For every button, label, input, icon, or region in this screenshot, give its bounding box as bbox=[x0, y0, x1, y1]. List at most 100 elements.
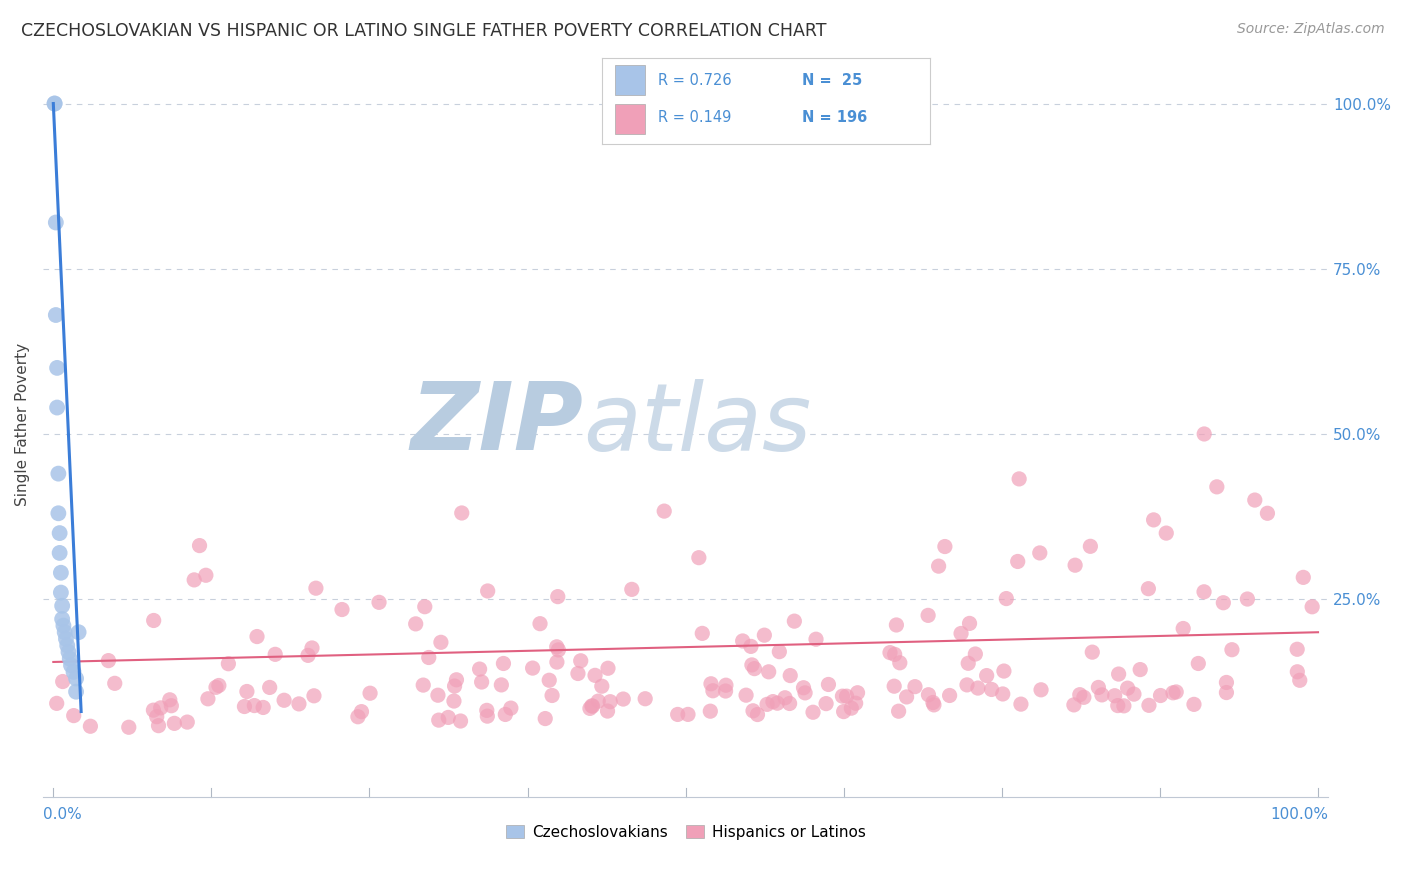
Point bbox=[59, 651, 82, 665]
Point bbox=[1010, 697, 1032, 711]
Point bbox=[67, 625, 90, 640]
Point bbox=[1192, 427, 1215, 442]
Point bbox=[896, 690, 918, 704]
Point bbox=[48, 506, 70, 520]
Point bbox=[45, 308, 67, 322]
Point bbox=[477, 584, 499, 599]
Point bbox=[443, 679, 465, 693]
Point bbox=[446, 673, 468, 687]
Point bbox=[1236, 592, 1258, 607]
Point bbox=[957, 657, 980, 671]
Point bbox=[1069, 688, 1091, 702]
Point bbox=[62, 665, 84, 679]
Point bbox=[48, 546, 70, 560]
Point bbox=[301, 640, 323, 655]
Point bbox=[950, 626, 973, 640]
Point bbox=[1091, 688, 1114, 702]
Point bbox=[183, 573, 205, 587]
Point bbox=[51, 599, 73, 613]
Point bbox=[1137, 582, 1160, 596]
Point bbox=[45, 697, 67, 711]
Point bbox=[1286, 642, 1309, 657]
Point bbox=[288, 697, 311, 711]
Point bbox=[839, 701, 862, 715]
Point bbox=[56, 639, 79, 653]
Point bbox=[48, 526, 70, 541]
Point bbox=[904, 680, 927, 694]
Point bbox=[1081, 645, 1104, 659]
Point bbox=[666, 707, 689, 722]
Point bbox=[205, 681, 228, 695]
Point bbox=[714, 684, 737, 698]
Point bbox=[1220, 642, 1243, 657]
Point bbox=[762, 695, 785, 709]
Point bbox=[233, 699, 256, 714]
Point bbox=[845, 696, 868, 710]
Point bbox=[758, 665, 780, 679]
Point bbox=[700, 677, 723, 691]
Point bbox=[599, 695, 621, 709]
Point bbox=[148, 719, 170, 733]
Point bbox=[53, 625, 76, 640]
Text: atlas: atlas bbox=[583, 378, 811, 469]
Point bbox=[1108, 667, 1130, 681]
Point bbox=[959, 616, 981, 631]
Point bbox=[567, 666, 589, 681]
Point bbox=[731, 634, 754, 648]
Point bbox=[1137, 698, 1160, 713]
Point bbox=[427, 713, 450, 727]
Text: 100.0%: 100.0% bbox=[1270, 807, 1329, 822]
Point bbox=[779, 697, 801, 711]
Point bbox=[1192, 584, 1215, 599]
Point bbox=[1112, 698, 1135, 713]
Point bbox=[160, 698, 183, 713]
Point bbox=[252, 700, 274, 714]
Point bbox=[1154, 526, 1177, 541]
Point bbox=[1166, 685, 1188, 699]
Point bbox=[742, 704, 765, 718]
Point bbox=[197, 691, 219, 706]
Point bbox=[1104, 689, 1126, 703]
Point bbox=[883, 648, 905, 662]
Point bbox=[55, 632, 77, 646]
Point bbox=[1129, 663, 1152, 677]
Point bbox=[243, 698, 266, 713]
Point bbox=[499, 701, 522, 715]
Point bbox=[477, 709, 499, 723]
Point bbox=[546, 655, 568, 669]
Point bbox=[991, 687, 1014, 701]
Point bbox=[583, 668, 606, 682]
Point bbox=[468, 662, 491, 676]
Point bbox=[1301, 599, 1323, 614]
Point bbox=[330, 602, 353, 616]
Point bbox=[65, 672, 87, 686]
Point bbox=[1205, 480, 1227, 494]
Point bbox=[846, 686, 869, 700]
Point bbox=[48, 467, 70, 481]
Point bbox=[208, 678, 231, 692]
Point bbox=[412, 678, 434, 692]
Point bbox=[1288, 673, 1310, 688]
Point bbox=[1286, 665, 1309, 679]
Point bbox=[246, 630, 269, 644]
Point bbox=[236, 684, 259, 698]
Point bbox=[773, 690, 796, 705]
Point bbox=[264, 648, 287, 662]
Text: CZECHOSLOVAKIAN VS HISPANIC OR LATINO SINGLE FATHER POVERTY CORRELATION CHART: CZECHOSLOVAKIAN VS HISPANIC OR LATINO SI… bbox=[21, 22, 827, 40]
Point bbox=[159, 693, 181, 707]
Point bbox=[792, 681, 814, 695]
Point bbox=[547, 590, 569, 604]
Point bbox=[1215, 675, 1237, 690]
Point bbox=[1063, 698, 1085, 712]
Point bbox=[65, 684, 87, 698]
Point bbox=[1215, 685, 1237, 699]
Point bbox=[176, 715, 198, 730]
Point bbox=[259, 681, 281, 695]
Point bbox=[145, 709, 167, 723]
Point bbox=[46, 360, 69, 375]
Point bbox=[815, 697, 838, 711]
Point bbox=[879, 646, 901, 660]
Point bbox=[1149, 689, 1171, 703]
Point bbox=[541, 689, 564, 703]
Point bbox=[1292, 570, 1315, 584]
